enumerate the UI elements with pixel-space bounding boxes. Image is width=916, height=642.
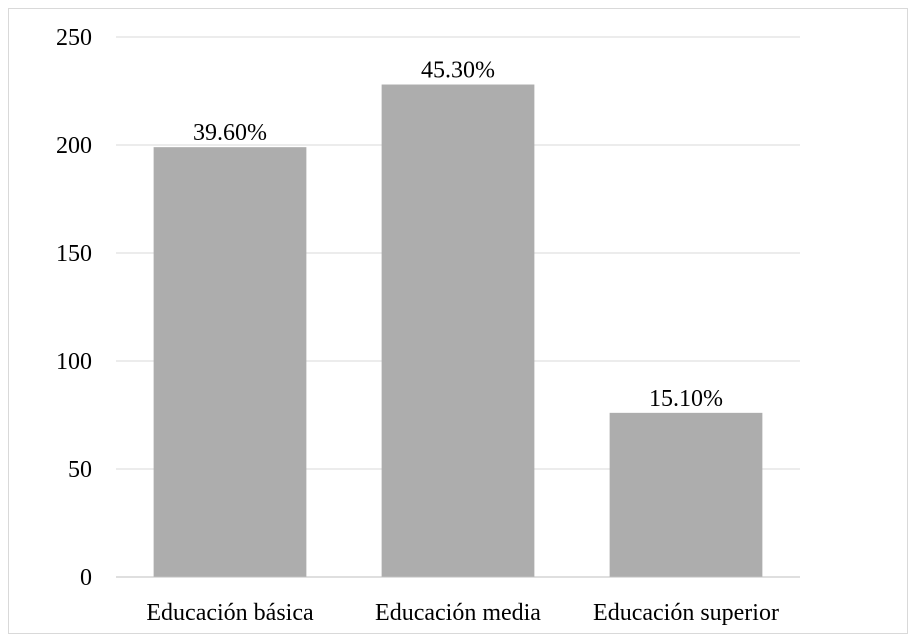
data-label-3: 15.10%: [649, 386, 723, 412]
bar-1: [153, 147, 307, 577]
bar-3: [609, 412, 763, 577]
y-tick-label-0: 0: [80, 565, 92, 591]
y-tick-label-50: 50: [68, 457, 92, 483]
y-axis-tick-labels: 0 50 100 150 200 250: [56, 25, 92, 591]
x-category-label-2: Educación media: [375, 600, 541, 626]
bar-2: [381, 84, 535, 578]
x-axis-category-labels: Educación básica Educación media Educación…: [146, 600, 779, 626]
x-category-label-3: Educación superior: [593, 600, 779, 626]
bars: [153, 84, 763, 578]
x-category-label-1: Educación básica: [146, 600, 314, 626]
y-tick-label-250: 250: [56, 25, 92, 51]
y-tick-label-150: 150: [56, 241, 92, 267]
data-label-2: 45.30%: [421, 58, 495, 84]
y-tick-label-100: 100: [56, 349, 92, 375]
y-tick-label-200: 200: [56, 133, 92, 159]
data-labels: 39.60% 45.30% 15.10%: [193, 58, 723, 412]
data-label-1: 39.60%: [193, 120, 267, 146]
